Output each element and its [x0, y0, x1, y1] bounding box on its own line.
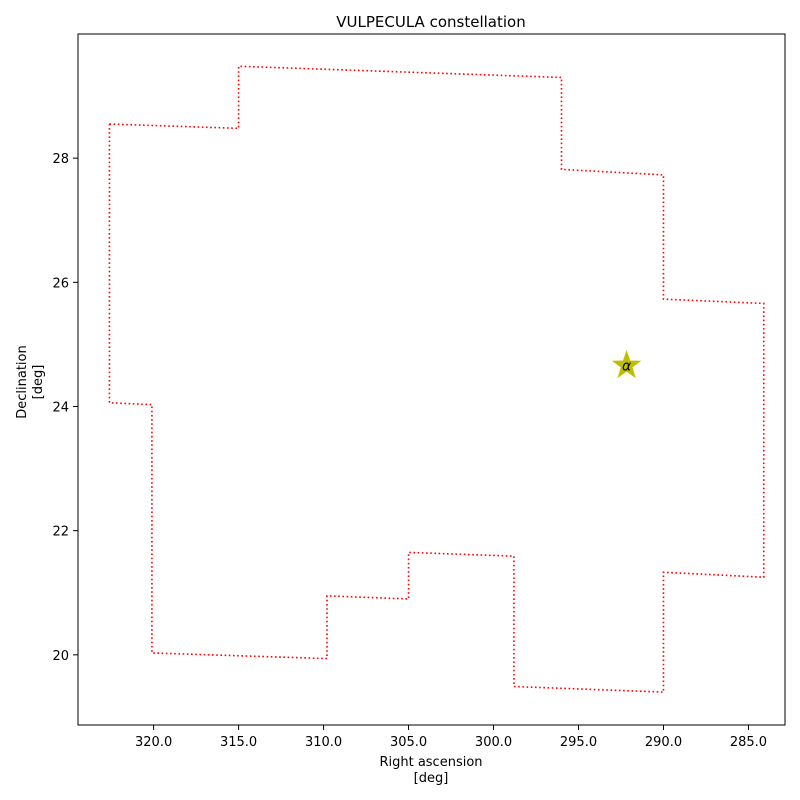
y-tick-label: 26: [52, 276, 69, 291]
x-axis-ticks: 320.0 315.0 310.0 305.0 300.0 295.0 290.0 285.0: [135, 725, 767, 750]
x-tick-label: 290.0: [645, 735, 682, 750]
y-tick-label: 28: [52, 152, 69, 167]
x-tick-label: 305.0: [390, 735, 427, 750]
constellation-boundary-line: [108, 65, 765, 693]
x-tick-label: 300.0: [475, 735, 512, 750]
y-axis-ticks: 20 22 24 26 28: [52, 152, 78, 664]
plot-area: [77, 33, 786, 726]
marker-layer: α: [611, 350, 642, 379]
boundary-layer: [108, 65, 765, 693]
chart-title: VULPECULA constellation: [336, 13, 525, 31]
y-tick-label: 24: [52, 401, 69, 416]
x-axis-label: Right ascension: [379, 755, 482, 770]
y-axis-unit: [deg]: [31, 365, 46, 400]
y-tick-label: 22: [52, 525, 69, 540]
star-label: α: [622, 359, 632, 375]
x-tick-label: 310.0: [305, 735, 342, 750]
x-axis-unit: [deg]: [414, 771, 449, 786]
star-marker: [611, 350, 642, 379]
x-tick-label: 295.0: [560, 735, 597, 750]
axes-frame: [77, 33, 786, 726]
x-tick-label: 320.0: [135, 735, 172, 750]
y-tick-label: 20: [52, 649, 69, 664]
x-tick-label: 315.0: [220, 735, 257, 750]
x-tick-label: 285.0: [730, 735, 767, 750]
y-axis-label: Declination: [15, 345, 30, 419]
